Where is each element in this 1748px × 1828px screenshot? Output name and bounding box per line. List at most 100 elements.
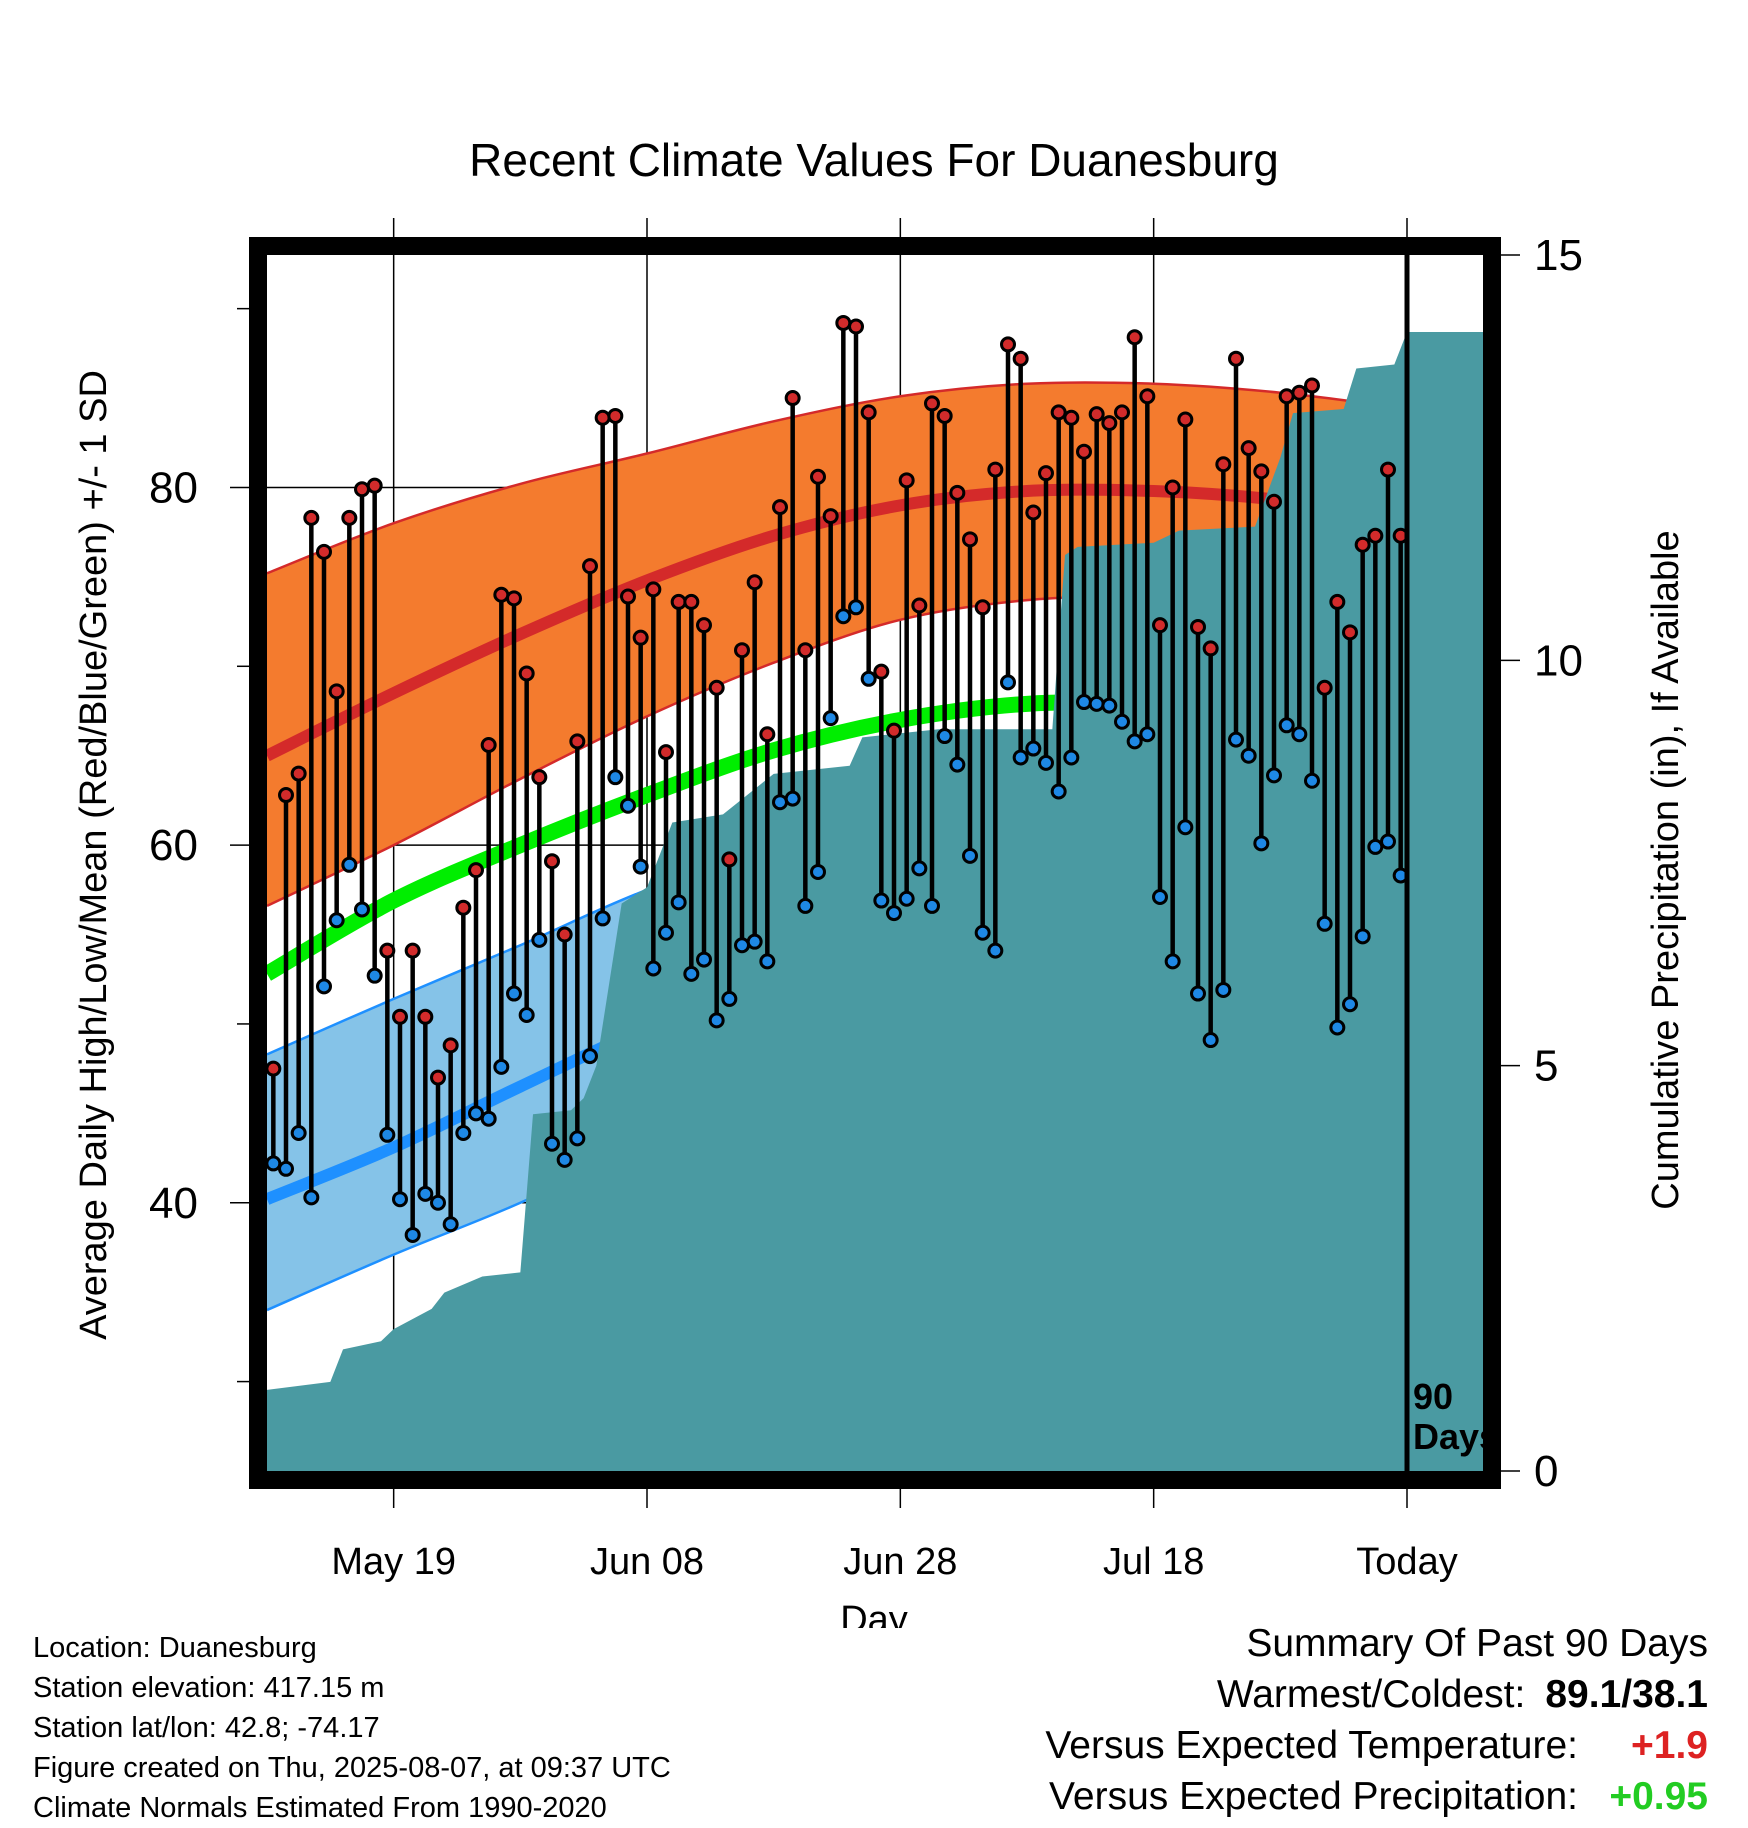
y-tick-label: 40 <box>149 1179 198 1228</box>
daily-low-point <box>797 897 814 914</box>
daily-high-point <box>1253 463 1270 480</box>
elevation-text: Station elevation: 417.15 m <box>33 1672 385 1704</box>
daily-high-point <box>734 642 750 659</box>
daily-low-point <box>962 847 978 864</box>
daily-high-point <box>822 508 839 525</box>
daily-high-point <box>430 1069 446 1086</box>
daily-high-point <box>911 597 928 614</box>
daily-high-point <box>1152 617 1168 634</box>
daily-high-point <box>455 899 472 916</box>
daily-high-point <box>1038 465 1054 482</box>
daily-low-point <box>1304 772 1320 789</box>
daily-low-point <box>1329 1019 1346 1036</box>
daily-high-point <box>506 590 522 607</box>
daily-low-point <box>886 905 902 922</box>
daily-low-point <box>1063 749 1080 766</box>
temp-row: Versus Expected Temperature: +1.9 <box>1045 1720 1708 1771</box>
daily-low-point <box>303 1189 320 1206</box>
daily-high-point <box>708 679 725 696</box>
daily-high-point <box>341 509 358 526</box>
daily-low-point <box>1316 915 1333 932</box>
daily-low-point <box>670 894 687 911</box>
daily-low-point <box>354 901 370 918</box>
daily-high-point <box>379 942 396 959</box>
daily-high-point <box>1088 406 1105 423</box>
daily-low-point <box>620 797 636 814</box>
location-text: Location: Duanesburg <box>33 1632 317 1664</box>
daily-high-point <box>594 409 611 426</box>
daily-high-point <box>873 663 890 680</box>
warm-cold-value: 89.1/38.1 <box>1545 1673 1708 1716</box>
daily-high-point <box>544 853 560 870</box>
daily-low-point <box>1114 713 1130 730</box>
daily-high-point <box>670 593 687 610</box>
daily-low-point <box>493 1058 510 1075</box>
daily-low-point <box>1076 694 1092 711</box>
daily-low-point <box>556 1151 573 1168</box>
x-tick-label: Jun 28 <box>843 1541 957 1583</box>
daily-low-point <box>607 769 624 786</box>
daily-high-point <box>1329 593 1346 610</box>
daily-low-point <box>1139 726 1156 743</box>
daily-low-point <box>721 990 738 1007</box>
daily-low-point <box>734 937 750 954</box>
daily-low-point <box>290 1125 307 1142</box>
daily-low-point <box>860 670 877 687</box>
left-y-axis-label: Average Daily High/Low/Mean (Red/Blue/Gr… <box>73 370 115 1340</box>
daily-high-point <box>480 736 497 753</box>
daily-high-point <box>404 942 421 959</box>
summary-heading: Summary Of Past 90 Days <box>1246 1622 1708 1665</box>
daily-low-point <box>442 1216 459 1233</box>
daily-high-point <box>1025 504 1042 521</box>
x-tick-label: Jun 08 <box>590 1541 704 1583</box>
y-tick-label: 60 <box>149 821 198 870</box>
daily-high-point <box>1380 461 1396 478</box>
daily-low-point <box>987 942 1004 959</box>
daily-high-point <box>1354 536 1371 553</box>
daily-high-point <box>797 642 814 659</box>
daily-low-point <box>936 728 953 745</box>
daily-low-point <box>1266 767 1282 784</box>
daily-low-point <box>911 860 928 877</box>
daily-high-point <box>974 599 991 616</box>
daily-high-point <box>392 1008 408 1025</box>
x-tick-label: Today <box>1356 1541 1457 1583</box>
daily-low-point <box>1101 697 1118 714</box>
daily-low-point <box>708 1012 725 1029</box>
daily-high-point <box>683 593 700 610</box>
precip-row: Versus Expected Precipitation: +0.95 <box>1045 1771 1708 1822</box>
daily-low-point <box>949 756 966 773</box>
daily-low-point <box>632 858 649 875</box>
climate-chart: Recent Climate Values For Duanesburg 90 … <box>73 134 1687 1628</box>
high-sd-band <box>267 382 1483 906</box>
daily-low-point <box>746 933 763 950</box>
daily-low-point <box>772 794 788 811</box>
daily-high-point <box>468 862 484 879</box>
daily-high-point <box>1190 618 1206 635</box>
daily-low-point <box>1253 835 1270 852</box>
daily-low-point <box>1202 1032 1219 1049</box>
daily-low-point <box>645 960 662 977</box>
daily-low-point <box>1190 985 1206 1002</box>
daily-high-point <box>1291 384 1308 401</box>
ninety-days-label-line1: 90 <box>1413 1376 1453 1417</box>
daily-low-point <box>822 710 839 727</box>
daily-high-point <box>1000 336 1016 353</box>
daily-low-point <box>1291 726 1308 743</box>
daily-low-point <box>1164 953 1181 970</box>
daily-high-point <box>1367 527 1384 544</box>
daily-low-point <box>784 790 801 807</box>
daily-high-point <box>759 726 776 743</box>
daily-low-point <box>480 1110 497 1127</box>
x-axis-label: Day <box>840 1599 908 1628</box>
daily-high-point <box>417 1008 434 1025</box>
daily-high-point <box>518 665 535 682</box>
daily-low-point <box>455 1125 472 1142</box>
daily-low-point <box>1126 733 1143 750</box>
x-tick-label: Jul 18 <box>1103 1541 1204 1583</box>
daily-low-point <box>898 890 915 907</box>
warm-cold-row: Warmest/Coldest: 89.1/38.1 <box>1045 1669 1708 1720</box>
daily-high-point <box>1063 409 1080 426</box>
daily-high-point <box>1215 456 1232 473</box>
daily-high-point <box>442 1037 459 1054</box>
